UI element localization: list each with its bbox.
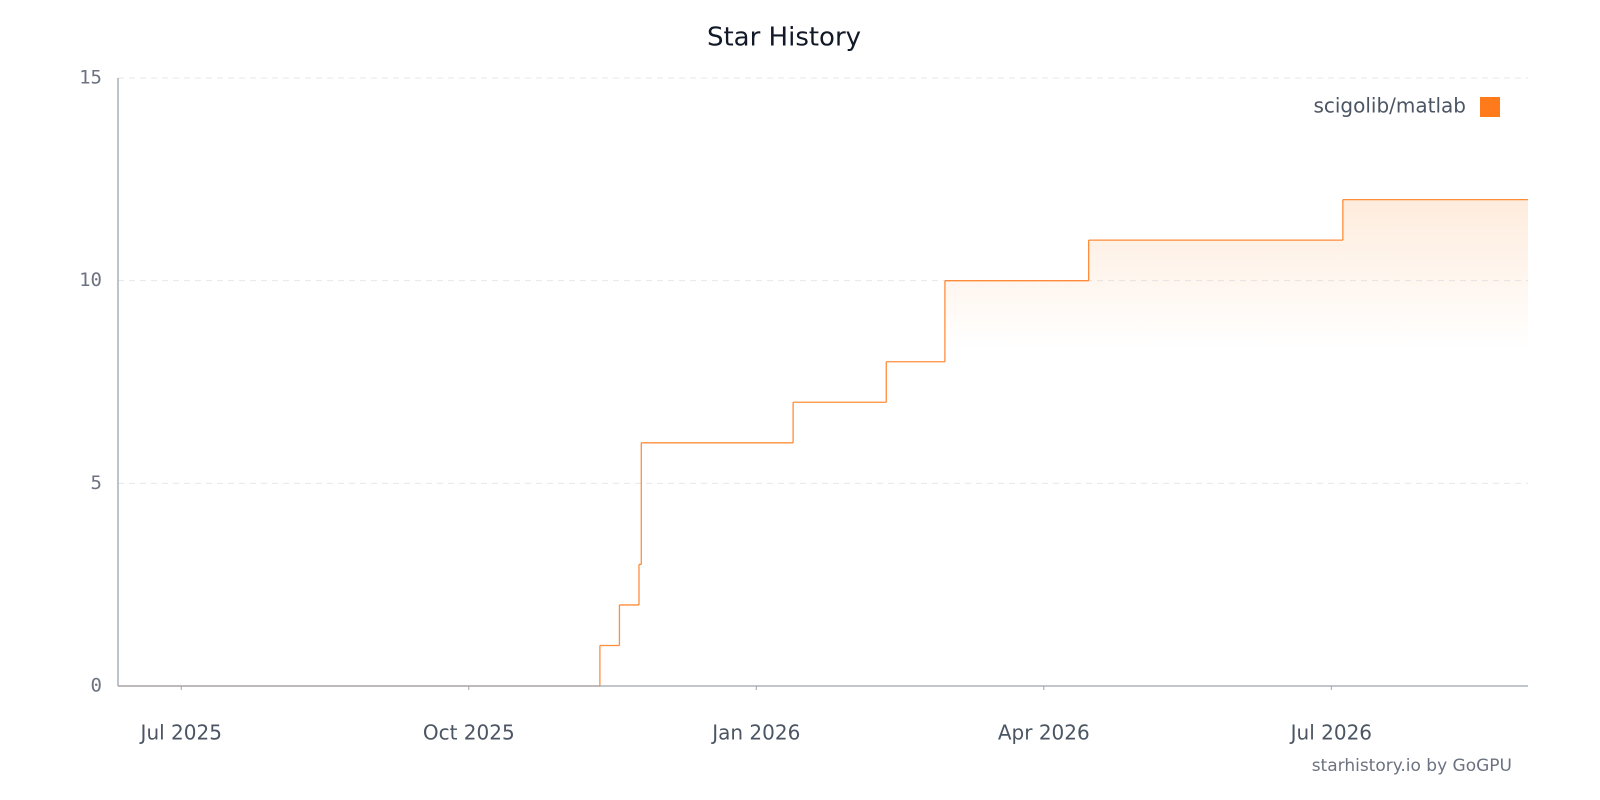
- x-tick-label: Jul 2026: [1289, 721, 1372, 745]
- area-segment: [793, 402, 887, 686]
- x-tick-label: Jul 2025: [139, 721, 222, 745]
- area-segment: [599, 645, 620, 686]
- legend-label: scigolib/matlab: [1313, 94, 1466, 118]
- y-tick-label: 15: [79, 67, 102, 89]
- area-segment: [638, 564, 642, 686]
- chart-title: Star History: [707, 23, 861, 53]
- legend-swatch: [1480, 97, 1500, 117]
- x-tick-label: Jan 2026: [710, 721, 800, 745]
- area-segment: [1088, 240, 1343, 686]
- x-tick-label: Apr 2026: [998, 721, 1090, 745]
- y-tick-label: 0: [91, 675, 102, 697]
- area-segment: [641, 442, 794, 686]
- footer: starhistory.io by GoGPU: [1312, 756, 1512, 776]
- area-segment: [619, 604, 639, 686]
- area-segment: [944, 280, 1089, 686]
- area-segment: [1342, 199, 1528, 686]
- y-tick-label: 10: [79, 269, 102, 291]
- area-segment: [886, 361, 945, 686]
- x-tick-label: Oct 2025: [423, 721, 515, 745]
- y-tick-label: 5: [91, 472, 102, 494]
